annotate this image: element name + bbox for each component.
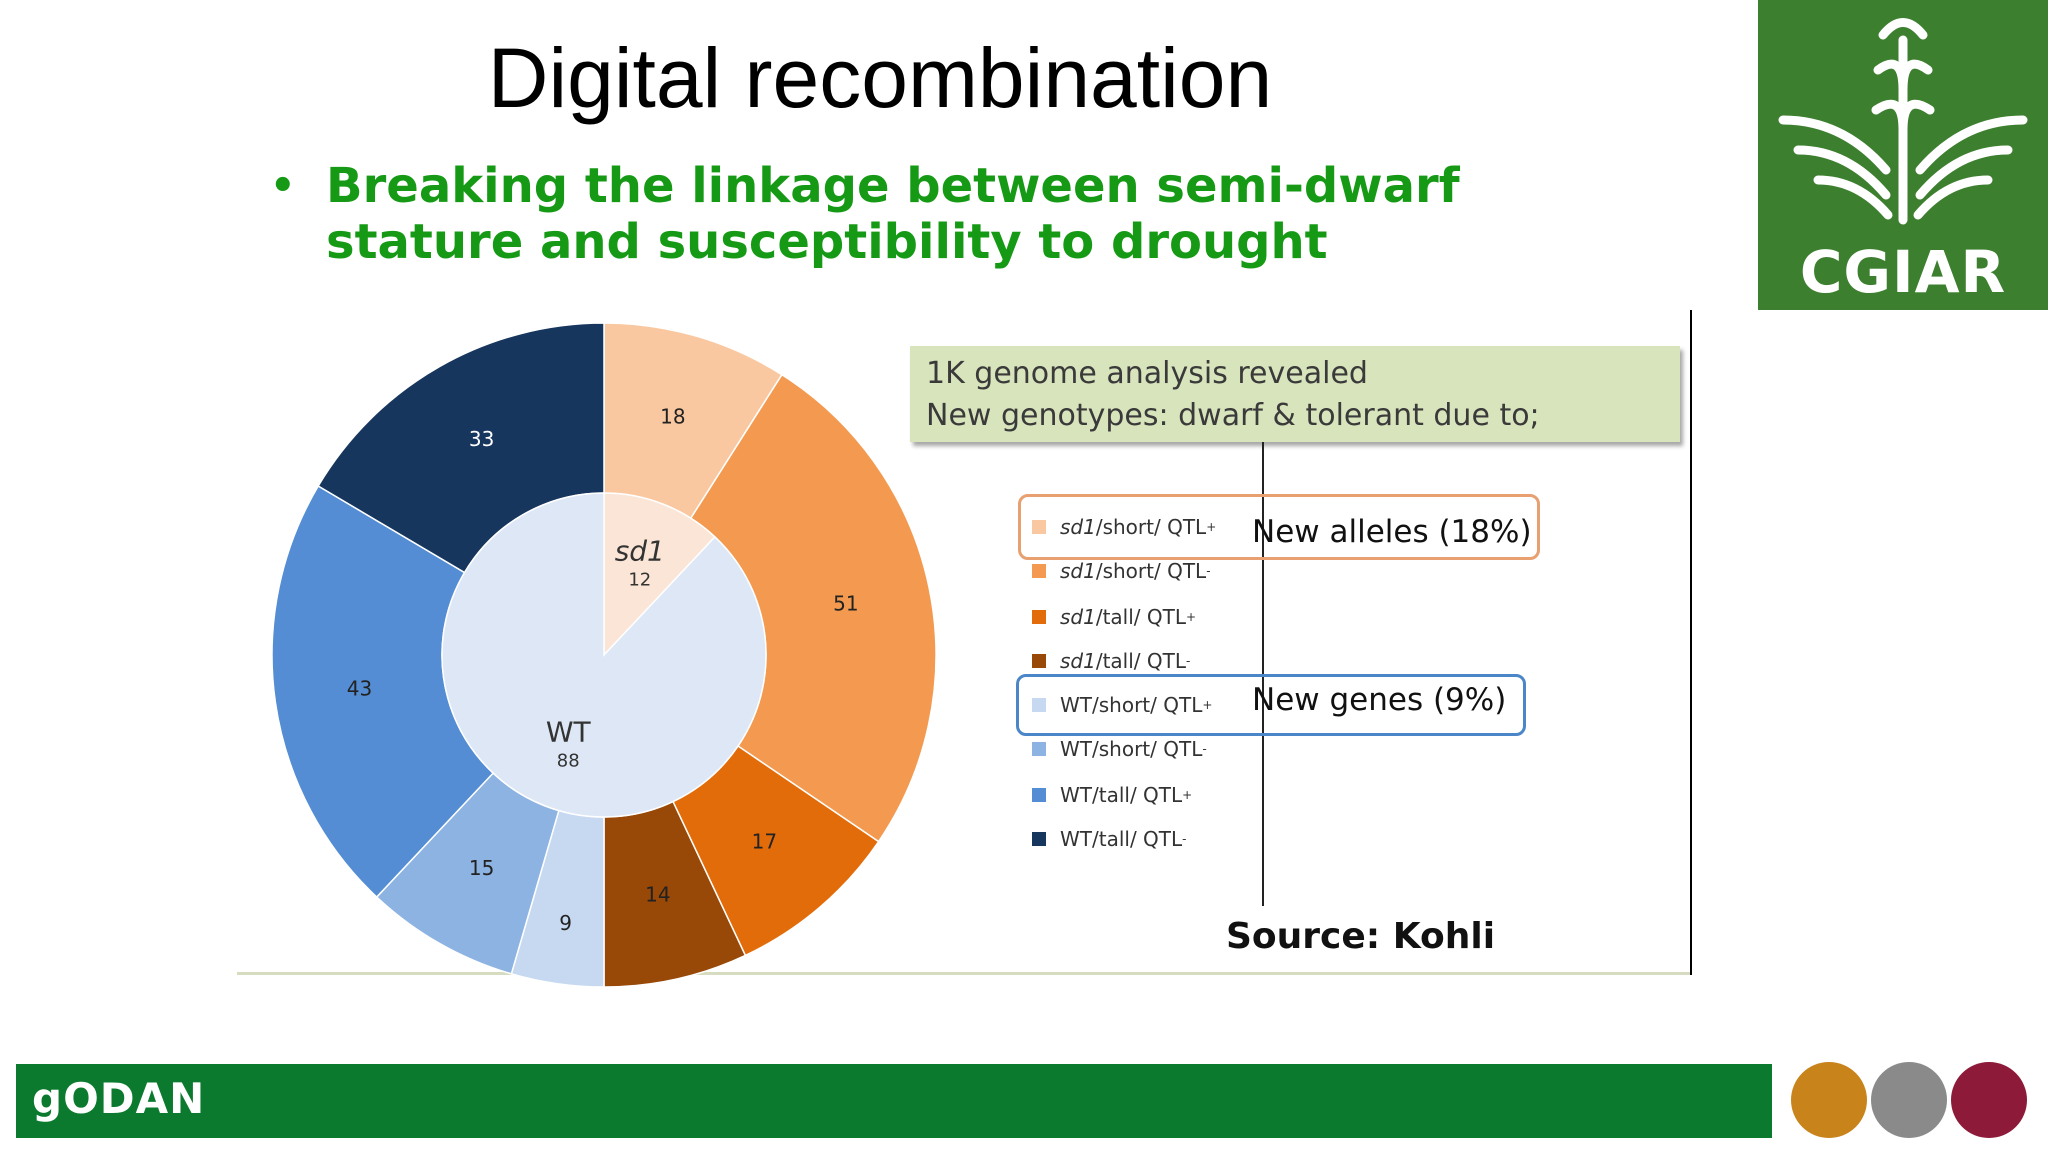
legend-allele: sd1 [1060, 605, 1096, 629]
footer-bar: gODAN [16, 1064, 1772, 1138]
legend-label: /tall/ QTL [1095, 649, 1186, 673]
legend-sign: + [1186, 610, 1197, 624]
cgiar-logo: CGIAR [1758, 0, 2048, 310]
legend-sign: - [1182, 832, 1187, 846]
legend-swatch [1032, 832, 1046, 846]
bullet-text: Breaking the linkage between semi-dwarf … [326, 158, 1460, 270]
legend-label: /tall/ QTL [1092, 827, 1183, 851]
analysis-note-line-1: 1K genome analysis revealed [926, 356, 1368, 391]
new-genes-text: New genes (9%) [1252, 682, 1507, 718]
legend-sign: - [1186, 654, 1191, 668]
legend-sign: + [1182, 788, 1193, 802]
legend-item: WT/tall/ QTL - [1032, 824, 1187, 854]
legend-swatch [1032, 610, 1046, 624]
cgiar-logo-text: CGIAR [1799, 238, 2007, 306]
figure-bottom-border [237, 972, 1692, 975]
footer-circle-maroon [1951, 1062, 2027, 1138]
legend-swatch [1032, 520, 1046, 534]
legend-swatch [1032, 698, 1046, 712]
legend-swatch [1032, 788, 1046, 802]
legend-sign: - [1206, 564, 1211, 578]
new-alleles-callout [1018, 494, 1540, 560]
legend-item: sd1/short/ QTL - [1032, 556, 1211, 586]
new-alleles-text: New alleles (18%) [1252, 514, 1532, 550]
legend-label: /short/ QTL [1095, 559, 1207, 583]
footer-circle-gray [1871, 1062, 1947, 1138]
figure-right-border [1690, 310, 1692, 975]
legend-label: /tall/ QTL [1092, 783, 1183, 807]
legend-label: /short/ QTL [1095, 515, 1207, 539]
wheat-icon [1778, 18, 2028, 225]
legend-allele: sd1 [1060, 559, 1096, 583]
analysis-note: 1K genome analysis revealed New genotype… [910, 346, 1680, 442]
legend-label: /short/ QTL [1092, 693, 1203, 717]
legend-item: WT/short/ QTL + [1032, 690, 1212, 720]
new-genes-callout [1016, 674, 1526, 736]
legend-item: sd1/short/ QTL + [1032, 512, 1216, 542]
analysis-note-line-2: New genotypes: dwarf & tolerant due to; [926, 398, 1540, 433]
legend-item: WT/short/ QTL - [1032, 734, 1207, 764]
slide-title: Digital recombination [487, 31, 1273, 125]
legend-swatch [1032, 564, 1046, 578]
legend-label: /short/ QTL [1092, 737, 1203, 761]
godan-logo: gODAN [32, 1074, 206, 1123]
legend-item: WT/tall/ QTL + [1032, 780, 1192, 810]
bullet-marker: • [270, 163, 296, 209]
legend-allele: sd1 [1060, 515, 1096, 539]
source-credit: Source: Kohli [1226, 916, 1496, 957]
legend-swatch [1032, 742, 1046, 756]
footer-circle-orange [1791, 1062, 1867, 1138]
legend-swatch [1032, 654, 1046, 668]
legend-allele: WT [1060, 693, 1092, 717]
legend-item: sd1/tall/ QTL - [1032, 646, 1190, 676]
legend-sign: - [1202, 742, 1207, 756]
legend-allele: WT [1060, 783, 1092, 807]
legend-label: /tall/ QTL [1095, 605, 1186, 629]
legend-allele: WT [1060, 827, 1092, 851]
legend-allele: sd1 [1060, 649, 1096, 673]
legend-sign: + [1202, 698, 1213, 712]
legend-sign: + [1206, 520, 1217, 534]
legend-allele: WT [1060, 737, 1092, 761]
legend-item: sd1/tall/ QTL + [1032, 602, 1196, 632]
